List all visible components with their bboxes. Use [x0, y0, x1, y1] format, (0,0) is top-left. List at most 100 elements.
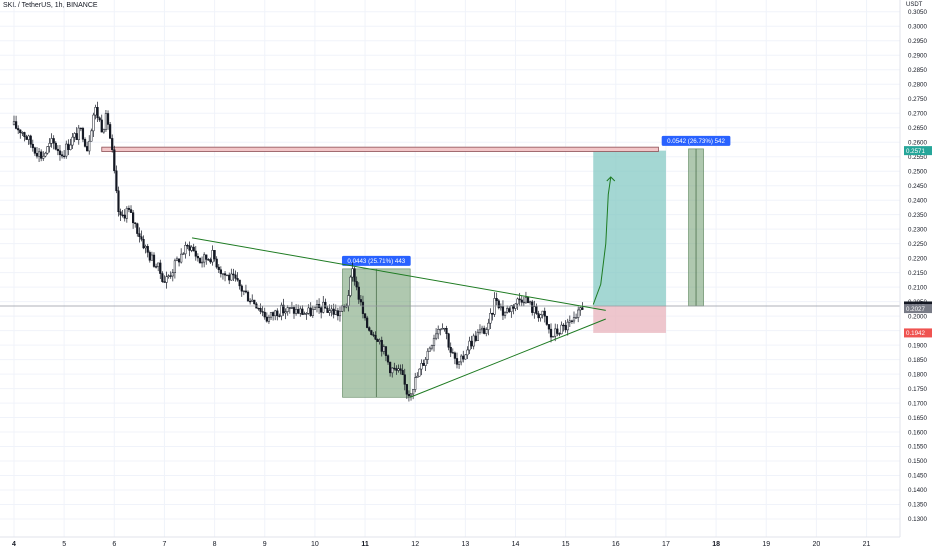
- candle-body: [539, 314, 542, 319]
- candle-body: [330, 308, 333, 311]
- y-tick-label: 0.3050: [908, 9, 927, 16]
- candle-body: [238, 279, 241, 287]
- x-tick-label: 9: [263, 541, 267, 548]
- candle-body: [119, 211, 122, 216]
- candle-body: [512, 305, 515, 309]
- candle-body: [213, 250, 216, 260]
- candle-body: [524, 297, 528, 303]
- candle-body: [552, 335, 555, 338]
- candle-body: [290, 307, 294, 309]
- candle-body: [497, 300, 500, 309]
- candle-body: [560, 324, 563, 335]
- candle-body: [48, 143, 51, 147]
- x-tick-label: 20: [813, 541, 821, 548]
- candle-body: [132, 212, 135, 224]
- candle-body: [159, 262, 162, 274]
- y-tick-label: 0.2950: [908, 38, 927, 45]
- candle-body: [161, 273, 164, 282]
- candle-body: [399, 368, 402, 371]
- candle-body: [537, 313, 540, 319]
- candle-body: [288, 307, 291, 309]
- candle-body: [549, 328, 553, 338]
- candle-body: [261, 311, 264, 313]
- candle-body: [58, 150, 62, 155]
- candle-body: [535, 306, 538, 314]
- candle-body: [104, 113, 108, 130]
- candle-body: [376, 339, 379, 342]
- candle-body: [485, 329, 488, 334]
- x-tick-label: 19: [762, 541, 770, 548]
- candle-body: [73, 133, 76, 138]
- candle-body: [115, 170, 118, 192]
- candle-body: [378, 339, 381, 342]
- candle-body: [384, 346, 388, 356]
- candle-body: [106, 113, 110, 125]
- candle-body: [44, 152, 47, 157]
- candle-body: [558, 333, 561, 335]
- candle-body: [382, 346, 385, 352]
- candle-body: [207, 259, 210, 261]
- candle-body: [476, 331, 479, 341]
- candle-body: [428, 347, 431, 352]
- candle-body: [418, 368, 421, 377]
- price-axis-unit: USDT: [906, 2, 923, 8]
- candle-body: [186, 244, 189, 247]
- candles: [12, 101, 584, 402]
- candle-body: [257, 307, 260, 310]
- candle-body: [562, 324, 565, 327]
- candle-body: [380, 339, 383, 352]
- candle-body: [23, 132, 26, 138]
- candle-body: [60, 154, 64, 157]
- y-tick-label: 0.1550: [908, 444, 927, 451]
- y-tick-label: 0.2400: [908, 197, 927, 204]
- candle-body: [581, 307, 584, 310]
- candle-body: [426, 350, 429, 360]
- candle-body: [228, 274, 231, 281]
- candle-body: [447, 333, 450, 348]
- candle-body: [200, 261, 204, 264]
- x-tick-label: 11: [361, 541, 369, 548]
- candle-body: [414, 377, 417, 390]
- candle-body: [223, 273, 227, 276]
- candle-body: [357, 286, 360, 300]
- candle-body: [489, 312, 492, 324]
- candle-body: [175, 258, 179, 262]
- candle-body: [566, 321, 569, 331]
- candle-body: [412, 389, 415, 395]
- y-tick-label: 0.1300: [908, 516, 927, 523]
- candle-body: [171, 272, 174, 277]
- y-tick-label: 0.1350: [908, 502, 927, 509]
- y-tick-label: 0.1700: [908, 400, 927, 407]
- candle-body: [322, 301, 325, 313]
- candle-body: [506, 308, 509, 313]
- x-tick-label: 14: [512, 541, 520, 548]
- candle-body: [307, 307, 310, 314]
- candle-body: [443, 328, 446, 330]
- candle-body: [403, 374, 406, 385]
- candle-body: [340, 305, 344, 312]
- candle-body: [215, 258, 218, 268]
- candle-body: [522, 301, 525, 304]
- candle-body: [487, 322, 490, 330]
- candle-body: [244, 290, 248, 293]
- candle-body: [508, 308, 511, 312]
- candle-body: [370, 330, 373, 335]
- candle-body: [464, 354, 467, 360]
- candle-body: [83, 139, 87, 147]
- candle-body: [52, 138, 55, 144]
- candle-body: [42, 155, 45, 159]
- candle-body: [37, 151, 41, 157]
- x-tick-label: 17: [662, 541, 670, 548]
- candle-body: [391, 367, 394, 374]
- candle-body: [437, 329, 440, 335]
- candle-body: [531, 301, 534, 313]
- candle-body: [545, 315, 548, 325]
- x-tick-label: 10: [311, 541, 319, 548]
- candle-body: [188, 245, 191, 251]
- x-tick-label: 4: [12, 541, 16, 548]
- candle-body: [173, 260, 176, 273]
- candle-body: [529, 301, 532, 304]
- candle-body: [556, 328, 559, 334]
